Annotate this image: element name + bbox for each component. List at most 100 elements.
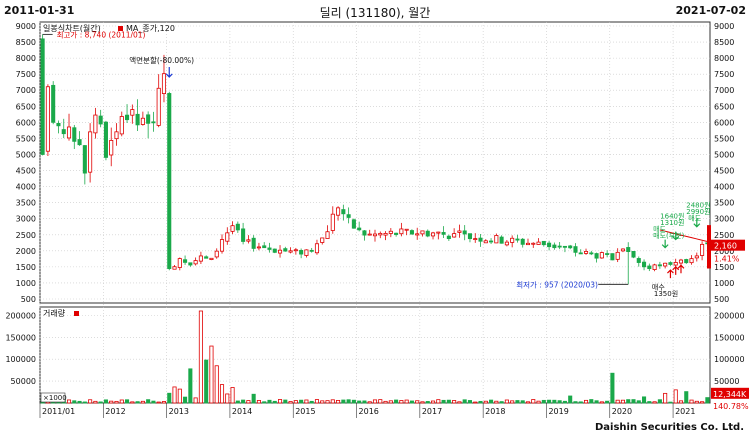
candle-body [40, 38, 45, 155]
candle-body [272, 248, 277, 253]
volume-bar [620, 399, 625, 404]
volume-bar [272, 400, 277, 404]
volume-bar [304, 399, 309, 404]
annotation-2990: 2990원 [686, 207, 710, 216]
price-tick-right: 6000 [714, 118, 734, 127]
candle-body [594, 253, 599, 259]
volume-bar [346, 399, 351, 404]
volume-bar [172, 386, 177, 404]
volume-bar [525, 401, 531, 404]
candle-body [631, 251, 636, 258]
candle-body [193, 260, 198, 265]
price-tick-left: 3500 [16, 199, 36, 208]
volume-bar [573, 401, 578, 404]
candle-body [547, 242, 552, 248]
candle-body [568, 245, 573, 249]
candle-body [652, 264, 657, 270]
candle-body [330, 213, 335, 231]
volume-bar [209, 345, 214, 404]
price-tick-right: 8000 [714, 54, 734, 63]
candle-body [610, 253, 615, 261]
candle-body [372, 233, 378, 237]
candle-body [647, 265, 652, 270]
candle-body [678, 259, 684, 264]
candle-body [77, 139, 82, 146]
volume-bar [467, 400, 472, 404]
candle-body [425, 230, 430, 237]
volume-bar [330, 399, 335, 404]
candle-body [56, 122, 61, 127]
price-tick-left: 9000 [16, 22, 36, 31]
volume-bar [425, 401, 430, 404]
volume-bar [594, 400, 599, 404]
candle-body [684, 259, 689, 264]
volume-bar [536, 400, 541, 404]
volume-bar [605, 400, 610, 404]
price-tick-right: 4500 [714, 167, 734, 176]
candle-body [346, 214, 351, 218]
sell-arrow [672, 231, 680, 241]
annotation-sell2: 매도(부분) [653, 232, 684, 240]
volume-bar [167, 392, 172, 404]
candle-body [615, 251, 620, 260]
volume-bar [394, 399, 399, 404]
volume-bar [589, 399, 594, 404]
candle-body [351, 219, 356, 229]
volume-bar [119, 399, 124, 404]
candle-body [394, 232, 399, 235]
x-tick-label: 2014 [232, 407, 252, 416]
volume-bar [494, 400, 499, 404]
volume-bar [246, 400, 251, 404]
candle-body [151, 121, 156, 124]
volume-bar [615, 399, 620, 404]
legend-ma-swatch [118, 26, 123, 31]
volume-bar [552, 399, 557, 404]
volume-bar [446, 399, 451, 404]
volume-bar [77, 400, 82, 404]
volume-bar [610, 372, 615, 404]
candle-body [235, 223, 240, 231]
volume-bar [441, 399, 446, 404]
candle-body [489, 240, 494, 243]
candle-body [119, 116, 124, 135]
volume-bar [241, 399, 246, 404]
price-tick-left: 2000 [16, 247, 36, 256]
candle-body [256, 246, 261, 249]
buy-arrow [667, 269, 674, 279]
volume-bar [103, 399, 108, 404]
volume-bar [689, 399, 694, 404]
volume-bar [510, 400, 515, 404]
candle-body [51, 84, 56, 123]
volume-bar [299, 399, 304, 404]
volume-bar [351, 399, 356, 404]
candle-body [204, 256, 209, 259]
price-tick-left: 7000 [16, 86, 36, 95]
split-annotation: 액면분할(-80.00%) [129, 55, 194, 65]
volume-bar [82, 401, 87, 404]
volume-bar [383, 400, 388, 404]
volume-bar [657, 399, 662, 404]
annotation-buy1: 매수 [652, 283, 665, 291]
last-price: 2,160 [714, 242, 737, 251]
last-volume-change: 140.78% [713, 402, 749, 411]
volume-bar [583, 399, 589, 404]
volume-bar [415, 400, 420, 404]
price-tick-left: 6000 [16, 118, 36, 127]
price-tick-left: 2500 [16, 231, 36, 240]
price-tick-right: 8500 [714, 38, 734, 47]
candle-body [304, 249, 309, 256]
candle-body [288, 250, 293, 253]
price-tick-right: 2500 [714, 231, 734, 240]
volume-bar [489, 399, 494, 404]
volume-bar [483, 400, 488, 404]
price-tick-left: 4500 [16, 167, 36, 176]
volume-bar [642, 396, 647, 404]
price-tick-left: 8000 [16, 54, 36, 63]
candle-body [214, 250, 219, 258]
candle-body [309, 249, 314, 252]
volume-bar [700, 401, 705, 404]
candle-body [673, 262, 678, 266]
candle-body [578, 252, 583, 255]
candle-body [605, 253, 610, 255]
annotation-sell3: 매도 [688, 214, 701, 222]
